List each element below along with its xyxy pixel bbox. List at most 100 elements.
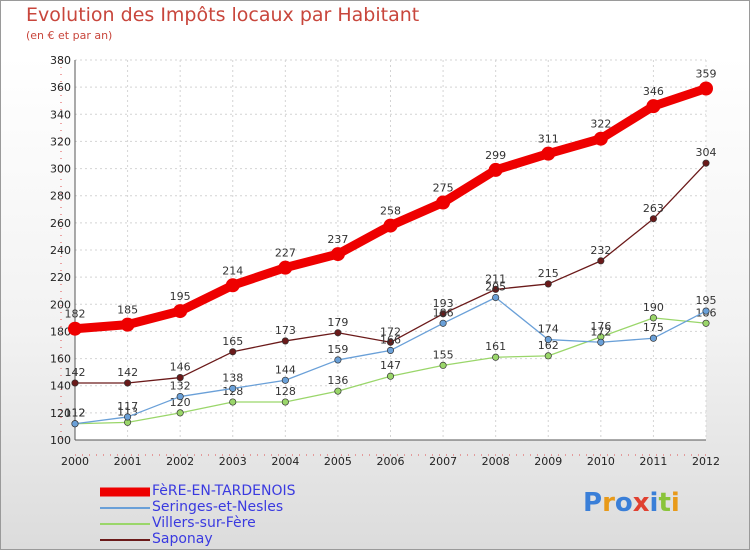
chart-title: Evolution des Impôts locaux par Habitant xyxy=(26,4,420,26)
series-2-point-5 xyxy=(334,356,342,364)
y-tick-label-9: 280 xyxy=(50,190,71,203)
series-1-label-11: 190 xyxy=(643,301,664,314)
legend-label-1: Seringes-et-Nesles xyxy=(152,499,284,515)
series-3-point-12 xyxy=(699,81,713,96)
series-2-point-0 xyxy=(71,420,79,428)
legend-swatch-3 xyxy=(100,539,150,541)
y-tick-label-5: 200 xyxy=(50,298,71,311)
series-2-label-10: 172 xyxy=(590,325,611,338)
y-tick-label-3: 160 xyxy=(50,353,71,366)
series-2-label-11: 175 xyxy=(643,321,664,334)
series-2-label-7: 186 xyxy=(433,306,454,319)
y-tick-label-6: 220 xyxy=(50,271,71,284)
y-tick-label-2: 140 xyxy=(50,380,71,393)
series-3-point-11 xyxy=(646,99,661,114)
series-2-point-11 xyxy=(649,334,657,342)
series-3-label-11: 346 xyxy=(643,85,664,98)
x-tick-label-6: 2006 xyxy=(377,455,405,468)
series-2-label-4: 144 xyxy=(275,363,296,376)
series-1-point-5 xyxy=(334,387,342,395)
series-0-point-10 xyxy=(597,257,605,265)
series-3-point-1 xyxy=(120,317,135,332)
series-1-point-8 xyxy=(492,353,500,361)
proxiti-logo: Proxiti xyxy=(583,488,680,518)
y-tick-label-11: 320 xyxy=(50,135,71,148)
x-tick-label-12: 2012 xyxy=(692,455,720,468)
series-2-point-1 xyxy=(124,413,132,421)
series-2-label-0: 112 xyxy=(65,407,86,420)
series-3-point-0 xyxy=(68,321,82,336)
series-0-label-0: 142 xyxy=(65,366,86,379)
x-tick-label-3: 2003 xyxy=(219,455,247,468)
series-3-point-9 xyxy=(541,146,556,161)
legend-label-2: Villers-sur-Fère xyxy=(152,515,256,531)
logo-letter: o xyxy=(614,488,633,518)
series-1-point-4 xyxy=(281,398,289,406)
chart-subtitle: (en € et par an) xyxy=(26,29,113,42)
series-2-label-6: 166 xyxy=(380,333,401,346)
series-3-label-10: 322 xyxy=(590,118,611,131)
series-0-point-5 xyxy=(334,329,342,337)
series-0-point-7 xyxy=(439,310,447,318)
series-0-point-6 xyxy=(386,338,395,346)
logo-letter: t xyxy=(658,488,671,518)
x-tick-label-10: 2010 xyxy=(587,455,615,468)
series-0-label-1: 142 xyxy=(117,366,138,379)
y-tick-label-10: 300 xyxy=(50,163,71,176)
legend-swatch-0 xyxy=(100,487,150,497)
series-1-point-2 xyxy=(176,409,184,417)
series-3-point-6 xyxy=(383,218,398,233)
series-2-label-5: 159 xyxy=(327,343,348,356)
series-0-point-2 xyxy=(176,374,184,382)
series-1-point-6 xyxy=(386,372,395,380)
series-2-point-9 xyxy=(544,336,552,344)
y-tick-label-1: 120 xyxy=(50,407,71,420)
legend-item-1: Seringes-et-Nesles xyxy=(100,499,340,516)
series-2-label-12: 195 xyxy=(696,294,717,307)
x-tick-label-4: 2004 xyxy=(271,455,299,468)
series-3-label-9: 311 xyxy=(538,133,559,146)
series-3-label-5: 237 xyxy=(327,233,348,246)
series-0-point-4 xyxy=(281,337,289,345)
logo-letter: x xyxy=(632,488,650,518)
y-tick-label-8: 260 xyxy=(50,217,71,230)
series-0-label-9: 215 xyxy=(538,267,559,280)
series-2-label-3: 138 xyxy=(222,371,243,384)
logo-letter: P xyxy=(583,488,603,518)
series-2-label-9: 174 xyxy=(538,323,559,336)
series-3-label-12: 359 xyxy=(696,68,717,81)
chart-legend: FèRE-EN-TARDENOIS Seringes-et-Nesles Ville… xyxy=(100,483,340,548)
legend-label-0: FèRE-EN-TARDENOIS xyxy=(152,483,296,499)
x-tick-label-8: 2008 xyxy=(482,455,510,468)
y-tick-label-0: 100 xyxy=(50,434,71,447)
x-tick-label-11: 2011 xyxy=(639,455,667,468)
logo-letter: i xyxy=(649,488,659,518)
logo-letter: i xyxy=(670,488,680,518)
series-0-label-6: 172 xyxy=(380,325,401,338)
series-0-point-0 xyxy=(71,379,79,387)
series-1-label-10: 176 xyxy=(590,320,611,333)
series-0-point-11 xyxy=(649,215,657,223)
series-3-point-5 xyxy=(330,247,345,262)
series-0-point-9 xyxy=(544,280,552,288)
series-1-point-3 xyxy=(229,398,237,406)
legend-item-0: FèRE-EN-TARDENOIS xyxy=(100,483,340,500)
series-2-point-4 xyxy=(281,376,289,384)
series-2-label-8: 205 xyxy=(485,281,506,294)
series-1-label-8: 161 xyxy=(485,340,506,353)
series-3-point-3 xyxy=(225,278,240,293)
series-2-point-6 xyxy=(386,346,395,354)
series-2-point-10 xyxy=(597,338,605,346)
x-tick-label-2: 2002 xyxy=(166,455,194,468)
legend-label-3: Saponay xyxy=(152,531,213,547)
legend-item-2: Villers-sur-Fère xyxy=(100,515,340,532)
series-1-point-9 xyxy=(544,352,552,360)
series-0-label-12: 304 xyxy=(696,146,717,159)
series-0-point-8 xyxy=(492,285,500,293)
series-2-point-8 xyxy=(492,293,500,302)
series-2-point-3 xyxy=(229,384,237,392)
series-0-label-4: 173 xyxy=(275,324,296,337)
y-tick-label-7: 240 xyxy=(50,244,71,257)
series-2-point-12 xyxy=(702,307,710,315)
